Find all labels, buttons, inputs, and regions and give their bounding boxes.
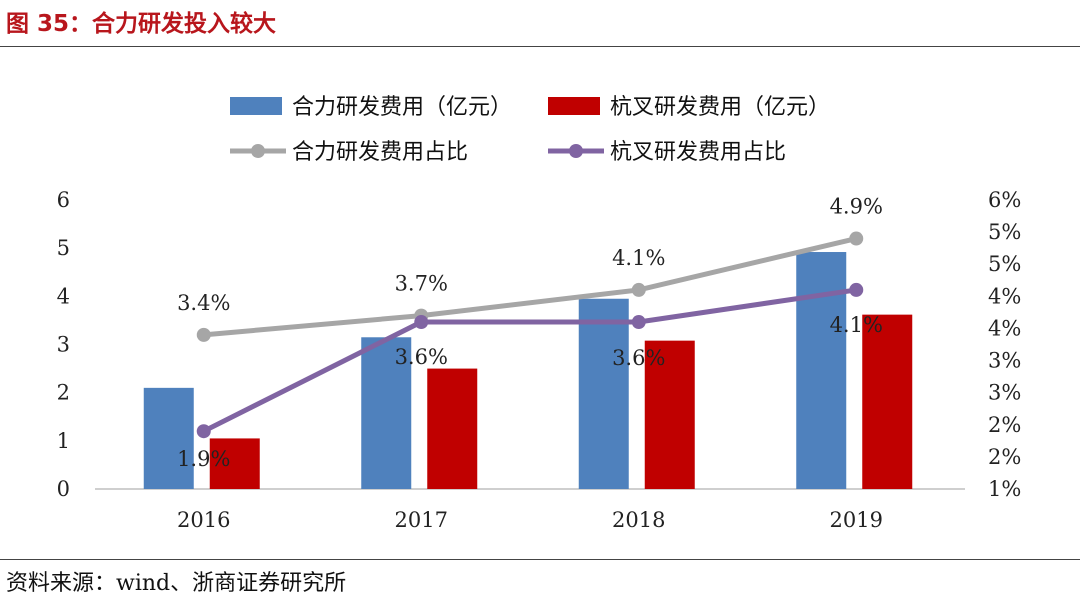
left-tick-label: 3 (57, 333, 70, 357)
heli-bar (143, 387, 194, 489)
left-tick-label: 6 (57, 188, 70, 212)
right-tick-label: 3% (988, 349, 1021, 373)
hangcha-bar (862, 314, 913, 489)
figure-title: 图 35：合力研发投入较大 (6, 11, 277, 37)
heli-ratio-line (203, 236, 857, 338)
left-tick-label: 1 (57, 429, 70, 453)
hangcha-ratio-point (196, 424, 211, 439)
hangcha-bar (427, 368, 478, 489)
chart: 合力研发费用（亿元） 杭叉研发费用（亿元） 合力研发费用占比 杭叉研发费用占比 0 1 2… (57, 95, 1022, 532)
right-tick-label: 5% (988, 252, 1021, 276)
hangcha-bar (209, 438, 260, 489)
right-tick-label: 2% (988, 413, 1021, 437)
heli-ratio-label: 4.9% (830, 195, 883, 219)
right-tick-label: 6% (988, 188, 1021, 212)
legend-label: 合力研发费用占比 (292, 140, 468, 165)
heli-ratio-point (849, 231, 864, 246)
legend-swatch-heli-cost (230, 97, 282, 115)
legend-label: 合力研发费用（亿元） (292, 95, 512, 120)
source-note: 资料来源：wind、浙商证券研究所 (6, 571, 347, 596)
x-axis: 2016 2017 2018 2019 (95, 488, 965, 532)
heli-ratio-point (196, 327, 211, 342)
right-axis: 1% 2% 2% 3% 3% 4% 4% 5% 5% 6% (988, 188, 1021, 501)
right-tick-label: 3% (988, 381, 1021, 405)
data-labels: 3.4% 3.7% 4.1% 4.9% 1.9% 3.6% 3.6% 4.1% (177, 195, 883, 472)
legend-marker (569, 144, 583, 158)
heli-bar (361, 337, 412, 489)
footer-divider (0, 559, 1080, 560)
left-tick-label: 4 (57, 284, 70, 308)
hangcha-ratio-point (849, 282, 864, 297)
left-axis: 0 1 2 3 4 5 6 (57, 188, 70, 501)
title-divider (0, 46, 1080, 47)
heli-bar (796, 252, 847, 489)
right-tick-label: 4% (988, 316, 1021, 340)
x-tick-label: 2016 (177, 508, 230, 532)
hangcha-bar (644, 340, 695, 489)
left-tick-label: 5 (57, 236, 70, 260)
heli-bar (578, 298, 629, 489)
right-tick-label: 1% (988, 477, 1021, 501)
hangcha-ratio-point (631, 315, 646, 330)
legend-label: 杭叉研发费用占比 (610, 140, 786, 165)
x-tick-label: 2017 (395, 508, 448, 532)
right-tick-label: 4% (988, 284, 1021, 308)
heli-ratio-label: 4.1% (612, 246, 665, 270)
legend: 合力研发费用（亿元） 杭叉研发费用（亿元） 合力研发费用占比 杭叉研发费用占比 (230, 95, 830, 165)
hangcha-ratio-line (202, 287, 857, 434)
bars (143, 252, 913, 489)
right-tick-label: 5% (988, 220, 1021, 244)
left-tick-label: 2 (57, 381, 70, 405)
hangcha-ratio-label: 1.9% (177, 447, 230, 471)
lines (196, 231, 864, 439)
heli-ratio-label: 3.4% (177, 291, 230, 315)
hangcha-ratio-label: 3.6% (395, 345, 448, 369)
x-tick-label: 2019 (830, 508, 883, 532)
hangcha-ratio-label: 4.1% (830, 313, 883, 337)
heli-ratio-point (631, 282, 646, 297)
left-tick-label: 0 (57, 477, 70, 501)
legend-swatch-hangcha-cost (548, 97, 600, 115)
hangcha-ratio-label: 3.6% (612, 346, 665, 370)
legend-marker (251, 144, 265, 158)
x-tick-label: 2018 (612, 508, 665, 532)
heli-ratio-label: 3.7% (395, 272, 448, 296)
legend-label: 杭叉研发费用（亿元） (610, 95, 830, 120)
hangcha-ratio-point (414, 315, 429, 330)
right-tick-label: 2% (988, 445, 1021, 469)
